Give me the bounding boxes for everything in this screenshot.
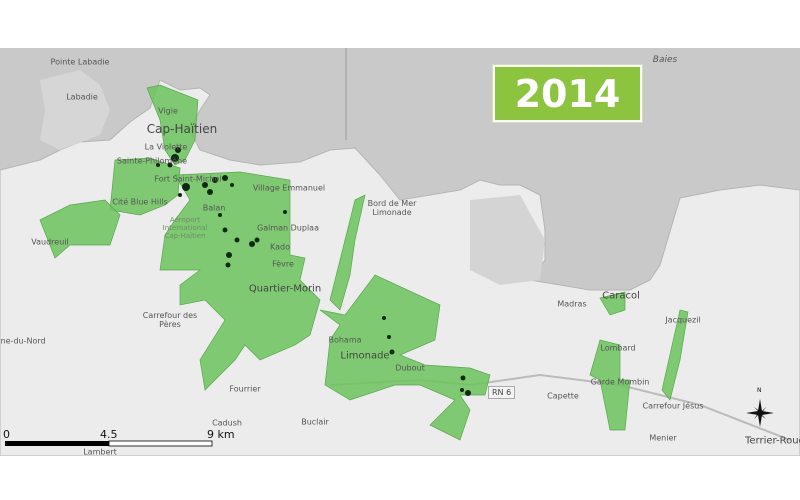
place-label: Baies: [652, 55, 678, 65]
data-point: [254, 237, 260, 243]
place-label: Menier: [649, 433, 677, 443]
place-label: Limonade: [340, 350, 390, 362]
zone-limonade: [319, 274, 491, 441]
data-point: [389, 349, 395, 355]
data-point: [156, 163, 160, 167]
place-label: Carrefour Jésus: [642, 401, 704, 411]
place-label: Kado: [270, 242, 290, 252]
place-label: Cadush: [212, 418, 242, 428]
scale-bar: [5, 440, 213, 447]
place-label: Fèvre: [272, 259, 294, 269]
scale-bar-segment-empty: [108, 440, 213, 447]
scale-tick-label: 4.5: [100, 428, 118, 441]
place-label: Garde Mombin: [590, 377, 650, 387]
place-label: Buclair: [301, 417, 329, 427]
map-canvas: [0, 48, 800, 456]
data-points: [156, 147, 471, 396]
north-label: N: [757, 387, 762, 394]
place-label: Lombard: [600, 343, 636, 353]
place-label: Plaine-du-Nord: [0, 336, 46, 346]
data-point: [225, 262, 231, 268]
zone-lombard: [589, 339, 631, 431]
data-point: [171, 154, 179, 162]
place-label: Fourrier: [229, 384, 261, 394]
data-point: [167, 162, 173, 168]
land-labadie: [40, 70, 110, 150]
data-point: [218, 213, 222, 217]
year-badge: 2014: [492, 64, 643, 123]
data-point: [230, 183, 234, 187]
place-label: Labadie: [66, 92, 98, 102]
road-badge: RN 6: [488, 386, 516, 399]
data-point: [212, 177, 218, 183]
place-label: Vaudreuil: [31, 237, 69, 247]
data-point: [460, 388, 464, 392]
place-label: Cité Blue Hills: [112, 197, 168, 207]
place-label: Vigie: [158, 106, 178, 116]
data-point: [387, 335, 391, 339]
data-point: [207, 189, 213, 195]
place-label: Bohama: [328, 335, 362, 345]
zone-cap-haitien: [146, 84, 199, 166]
compass-star-icon: [746, 399, 774, 427]
place-label: Bord de Mer Limonade: [367, 199, 417, 217]
lagoon: [470, 195, 545, 285]
data-point: [178, 193, 182, 197]
place-label: Sainte-Philomène: [116, 156, 188, 166]
place-label: Cap-Haïtien: [146, 122, 218, 136]
place-label: Madras: [557, 299, 587, 309]
place-label: Pointe Labadie: [50, 57, 110, 67]
data-point: [249, 241, 255, 247]
data-point: [202, 182, 208, 188]
scale-tick-label: 0: [3, 428, 10, 441]
place-label: Village Emmanuel: [252, 183, 326, 193]
data-point: [182, 183, 190, 191]
data-point: [460, 375, 466, 381]
zone-limonade-strip: [329, 194, 366, 311]
place-label: Quartier-Morin: [248, 283, 322, 295]
zone-vaudreuil: [39, 199, 121, 259]
place-label: Dubout: [395, 363, 425, 373]
data-point: [283, 210, 287, 214]
map[interactable]: Pointe Labadie Labadie Vigie Cap-Haïtien…: [0, 48, 800, 456]
data-point: [222, 227, 228, 233]
place-label: La Violette: [144, 142, 188, 152]
data-point: [226, 252, 232, 258]
place-label: Balan: [202, 203, 226, 213]
place-label: Terrier-Rouge: [744, 435, 800, 447]
place-label: Capette: [547, 391, 579, 401]
scale-tick-label: 9 km: [207, 428, 235, 441]
data-point: [465, 390, 471, 396]
airport-label: Aéroport International Cap-Haïtien: [162, 216, 208, 240]
place-label: Fort Saint-Michel: [154, 174, 222, 184]
zones: [39, 84, 689, 441]
data-point: [175, 147, 181, 153]
place-label: Jacquezil: [665, 315, 701, 325]
zone-caracol: [599, 291, 626, 316]
place-label: Lambert: [83, 447, 117, 457]
data-point: [382, 316, 386, 320]
zone-balan: [159, 171, 321, 391]
data-point: [234, 237, 240, 243]
place-label: Carrefour des Pères: [142, 311, 198, 329]
scale-bar-segment-filled: [5, 441, 109, 446]
place-label: Galman Duplaa: [257, 223, 319, 233]
data-point: [222, 175, 228, 181]
place-label: Caracol: [602, 290, 640, 302]
zone-jacquezil: [661, 309, 689, 401]
